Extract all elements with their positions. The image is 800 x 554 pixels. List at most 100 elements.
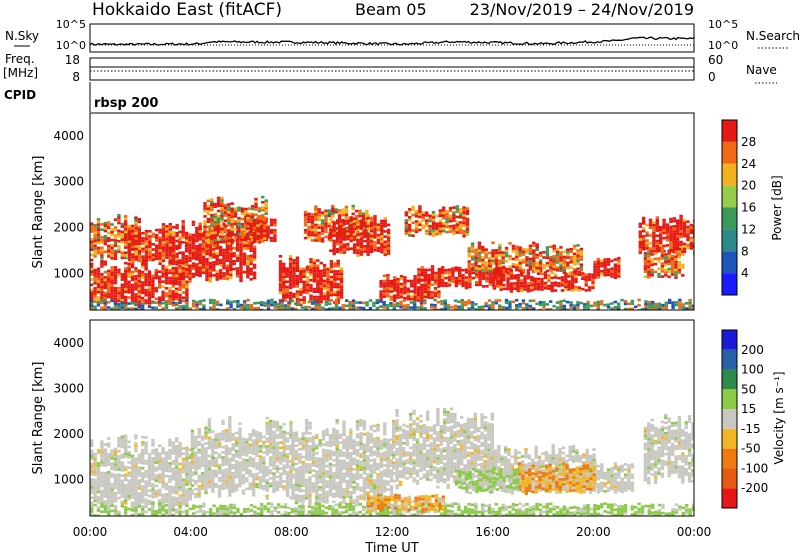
heatmap-cell (203, 202, 207, 205)
heatmap-cell (336, 283, 340, 286)
heatmap-cell (244, 213, 248, 216)
heatmap-cell (100, 241, 104, 244)
heatmap-cell (171, 304, 175, 307)
heatmap-cell (282, 430, 286, 434)
heatmap-cell (107, 274, 111, 278)
heatmap-cell (120, 283, 124, 287)
heatmap-cell (120, 306, 124, 309)
heatmap-cell (453, 299, 458, 302)
heatmap-cell (204, 475, 208, 479)
heatmap-cell (124, 455, 128, 458)
heatmap-cell (213, 239, 217, 242)
heatmap-cell (191, 251, 196, 255)
heatmap-cell (414, 222, 419, 226)
heatmap-cell (227, 229, 231, 232)
heatmap-cell (205, 250, 209, 253)
heatmap-cell (504, 270, 509, 273)
heatmap-cell (369, 250, 374, 254)
heatmap-cell (263, 234, 267, 238)
heatmap-cell (671, 301, 675, 304)
heatmap-cell (255, 446, 259, 450)
heatmap-cell (645, 223, 649, 227)
heatmap-cell (329, 283, 334, 287)
heatmap-cell (302, 270, 306, 273)
heatmap-cell (662, 223, 666, 227)
heatmap-cell (134, 465, 138, 468)
heatmap-cell (562, 266, 567, 269)
heatmap-cell (130, 465, 135, 468)
heatmap-cell (303, 229, 308, 232)
heatmap-cell (329, 288, 334, 292)
heatmap-cell (113, 244, 118, 247)
heatmap-cell (310, 228, 315, 232)
heatmap-cell (178, 442, 182, 445)
heatmap-cell (144, 498, 148, 502)
heatmap-cell (279, 480, 283, 483)
heatmap-cell (215, 234, 219, 237)
heatmap-cell (178, 285, 182, 289)
heatmap-cell (655, 244, 659, 248)
heatmap-cell (191, 220, 196, 224)
heatmap-cell (596, 257, 601, 261)
heatmap-cell (238, 466, 242, 470)
heatmap-cell (566, 253, 570, 257)
heatmap-cell (559, 302, 563, 306)
heatmap-cell (214, 456, 218, 460)
heatmap-cell (244, 236, 248, 239)
heatmap-cell (130, 286, 135, 289)
heatmap-cell (181, 280, 186, 284)
heatmap-cell (526, 287, 531, 290)
heatmap-cell (292, 292, 296, 296)
heatmap-cell (235, 238, 240, 242)
heatmap-cell (643, 275, 648, 279)
heatmap-cell (120, 500, 124, 503)
heatmap-cell (477, 246, 482, 250)
heatmap-cell (240, 225, 245, 229)
heatmap-cell (110, 485, 114, 489)
heatmap-cell (380, 222, 384, 225)
heatmap-cell (100, 265, 104, 268)
heatmap-cell (389, 304, 393, 308)
heatmap-cell (241, 442, 246, 446)
heatmap-cell (90, 293, 94, 297)
heatmap-cell (437, 273, 441, 276)
heatmap-cell (137, 225, 141, 229)
heatmap-cell (175, 279, 179, 283)
heatmap-cell (406, 279, 410, 283)
heatmap-cell (638, 240, 642, 244)
heatmap-cell (305, 291, 310, 295)
heatmap-cell (644, 305, 648, 308)
heatmap-cell (310, 226, 315, 229)
heatmap-cell (100, 482, 104, 485)
heatmap-cell (570, 273, 575, 277)
heatmap-cell (165, 232, 169, 236)
heatmap-cell (689, 241, 693, 245)
heatmap-cell (90, 483, 94, 487)
heatmap-cell (96, 475, 101, 478)
heatmap-cell (124, 496, 128, 500)
heatmap-cell (120, 299, 124, 302)
heatmap-cell (240, 210, 245, 213)
heatmap-cell (309, 258, 313, 261)
heatmap-cell (151, 287, 155, 291)
heatmap-cell (181, 296, 186, 299)
heatmap-cell (228, 452, 232, 456)
heatmap-cell (124, 489, 128, 492)
heatmap-cell (521, 261, 526, 264)
heatmap-cell (443, 299, 447, 302)
heatmap-cell (197, 461, 201, 465)
heatmap-cell (379, 290, 383, 293)
heatmap-cell (516, 287, 520, 290)
heatmap-cell (251, 457, 256, 461)
heatmap-cell (256, 219, 260, 222)
heatmap-cell (197, 451, 201, 454)
heatmap-cell (164, 492, 169, 496)
heatmap-cell (655, 226, 659, 230)
heatmap-cell (312, 261, 317, 265)
heatmap-cell (443, 302, 447, 305)
heatmap-cell (201, 266, 206, 269)
heatmap-cell (246, 265, 250, 268)
heatmap-cell (148, 250, 152, 254)
heatmap-cell (208, 261, 213, 265)
date-range: 23/Nov/2019 – 24/Nov/2019 (470, 0, 694, 19)
